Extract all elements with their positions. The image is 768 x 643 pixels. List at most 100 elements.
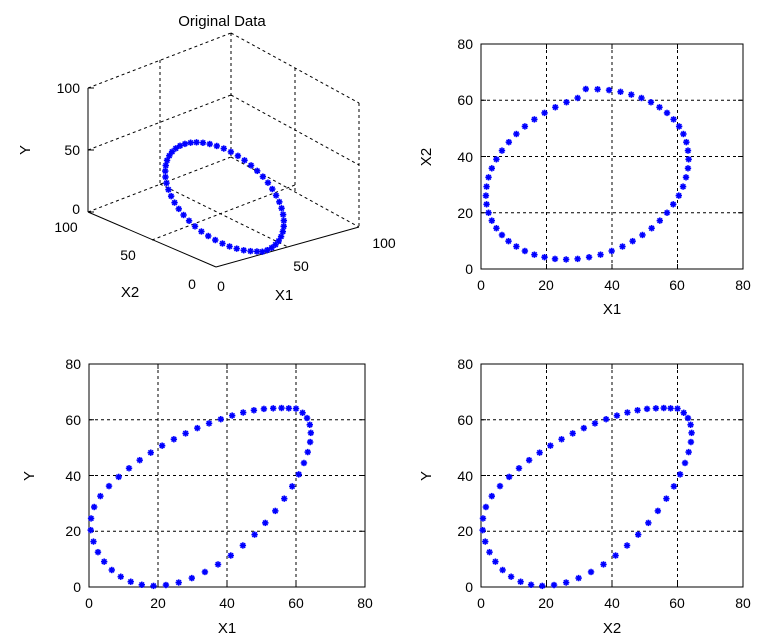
data-point	[600, 561, 607, 568]
data-point	[485, 209, 492, 216]
x1-tick-label: 0	[217, 278, 225, 294]
x-tick-label: 60	[669, 595, 685, 611]
data-point	[292, 405, 300, 412]
x-tick-label: 60	[288, 595, 304, 611]
data-point	[259, 248, 266, 255]
data-point	[269, 185, 276, 193]
y-tick-label: 20	[457, 205, 473, 221]
data-point	[259, 173, 267, 180]
x-tick-label: 60	[669, 277, 685, 293]
data-point	[675, 123, 683, 130]
plot-3d-grid	[87, 32, 360, 248]
plot-x2-y-series	[479, 404, 695, 590]
data-point	[193, 139, 200, 146]
data-point	[220, 145, 227, 152]
data-point	[94, 548, 102, 556]
plot-x2-y-grid	[481, 364, 743, 587]
data-point	[638, 94, 645, 102]
data-point	[605, 86, 613, 94]
data-point	[285, 405, 292, 412]
plot-x1-y-xlabel: X1	[218, 620, 236, 637]
y-tick-label: 60	[457, 412, 473, 428]
data-point	[496, 482, 504, 490]
plot-x1-x2-xlabel: X1	[603, 301, 621, 318]
x-tick-label: 40	[604, 595, 620, 611]
data-point	[162, 173, 169, 181]
plot-x2-y: 0 20 40 60 80 0 20 40 60 80 X2 Y	[418, 356, 751, 637]
y-tick-label: 0	[465, 579, 473, 595]
data-point	[217, 415, 224, 423]
data-point	[684, 165, 692, 172]
data-point	[147, 449, 154, 456]
data-point	[619, 243, 626, 250]
data-point	[280, 217, 288, 224]
data-point	[574, 255, 581, 263]
data-point	[276, 198, 283, 206]
data-point	[482, 503, 490, 511]
data-point	[105, 482, 113, 490]
data-point	[483, 183, 490, 190]
data-point	[517, 578, 524, 585]
data-point	[628, 91, 635, 98]
data-point	[687, 438, 695, 446]
data-point	[643, 405, 651, 413]
data-point	[303, 414, 311, 422]
data-point	[562, 256, 570, 263]
data-point	[582, 85, 589, 93]
x-tick-label: 80	[357, 595, 373, 611]
x1-tick-label: 100	[372, 235, 396, 251]
data-point	[289, 483, 296, 490]
y-tick-label: 0	[465, 261, 473, 277]
data-point	[251, 531, 258, 538]
data-point	[167, 192, 175, 200]
data-point	[90, 538, 97, 545]
y-tick-label: 60	[65, 412, 81, 428]
data-point	[198, 228, 205, 235]
y-tick-label: 20	[457, 523, 473, 539]
data-point	[201, 568, 209, 576]
data-point	[260, 405, 268, 413]
data-point	[127, 578, 134, 585]
grid-line	[151, 184, 296, 241]
plot-x2-y-ticks	[480, 363, 744, 588]
data-point	[541, 253, 548, 261]
data-point	[264, 179, 272, 186]
data-point	[675, 192, 683, 199]
data-point	[681, 459, 689, 467]
data-point	[663, 495, 670, 502]
data-point	[663, 209, 671, 216]
data-point	[247, 162, 255, 169]
data-point	[574, 94, 581, 102]
data-point	[187, 139, 194, 146]
data-point	[488, 492, 496, 500]
y-tick-label: 20	[65, 523, 81, 539]
data-point	[479, 515, 487, 522]
data-point	[525, 456, 533, 464]
data-point	[162, 167, 169, 175]
data-point	[670, 201, 677, 208]
data-point	[108, 566, 115, 574]
plot-x1-y: 0 20 40 60 80 0 20 40 60 80 X1 Y	[21, 356, 373, 637]
plot-3d-x2label: X2	[121, 284, 139, 301]
y-tick-label: 80	[457, 356, 473, 372]
data-point	[136, 456, 143, 464]
data-point	[479, 526, 486, 534]
data-point	[482, 192, 490, 199]
y-tick-label: 80	[65, 356, 81, 372]
data-point	[482, 538, 489, 545]
data-point	[505, 473, 513, 481]
data-point	[591, 420, 599, 427]
data-point	[239, 542, 247, 549]
data-point	[660, 404, 667, 412]
data-point	[87, 526, 94, 534]
data-point	[194, 424, 201, 432]
data-point	[214, 561, 222, 568]
data-point	[205, 420, 213, 427]
data-point	[115, 473, 122, 481]
data-point	[278, 404, 285, 412]
z-tick-label: 100	[57, 80, 81, 96]
data-point	[498, 231, 506, 239]
grid-line	[230, 32, 360, 104]
plot-3d-ylabel: Y	[17, 145, 34, 155]
data-point	[226, 243, 233, 250]
